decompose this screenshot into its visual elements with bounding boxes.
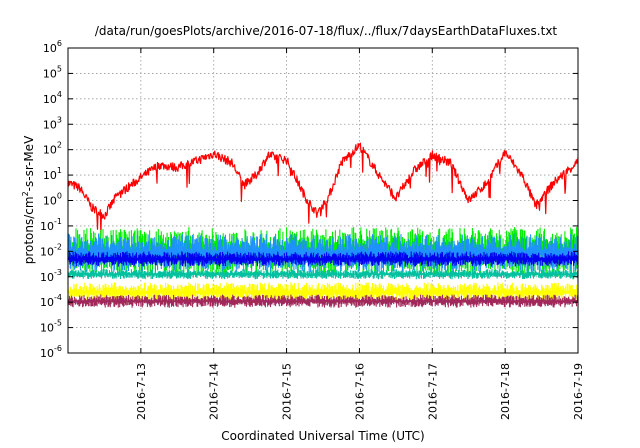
y-tick-label: 105 [43,64,62,80]
y-axis-label-base: protons/cm [22,196,36,264]
x-axis: 2016-7-13 2016-7-14 2016-7-15 2016-7-16 2016… [135,48,585,420]
x-tick-label: 2016-7-16 [353,363,366,420]
y-tick-label: 10-3 [40,268,62,284]
y-axis-label-sup: 2 [21,191,30,196]
chart-title: /data/run/goesPlots/archive/2016-07-18/f… [95,24,558,38]
x-tick-label: 2016-7-14 [208,363,221,420]
y-tick-label: 103 [43,115,62,131]
y-tick-label: 10-1 [40,217,62,233]
y-tick-label: 10-6 [40,344,62,360]
x-tick-label: 2016-7-17 [426,363,439,420]
y-axis-label: protons/cm2-s-sr-MeV [21,135,36,264]
y-tick-label: 10-5 [40,319,62,335]
series-band-4 [67,269,579,280]
x-axis-label: Coordinated Universal Time (UTC) [221,429,424,443]
y-tick-label: 101 [43,166,62,182]
series-group [67,142,579,308]
x-tick-label: 2016-7-15 [281,363,294,420]
x-tick-label: 2016-7-19 [572,363,585,420]
y-tick-label: 104 [43,90,62,106]
y-axis: 10-6 10-5 10-4 10-3 10-2 10-1 100 101 102 103 104 1… [40,39,578,360]
y-axis-label-rest: -s-sr-MeV [22,135,36,191]
x-tick-label: 2016-7-13 [135,363,148,420]
y-tick-label: 100 [43,192,62,208]
y-tick-label: 10-4 [40,293,62,309]
x-tick-label: 2016-7-18 [499,363,512,420]
grid [68,48,578,353]
y-tick-label: 10-2 [40,242,62,258]
y-tick-label: 106 [43,39,62,55]
series-line-0 [67,142,579,236]
y-tick-label: 102 [43,141,62,157]
